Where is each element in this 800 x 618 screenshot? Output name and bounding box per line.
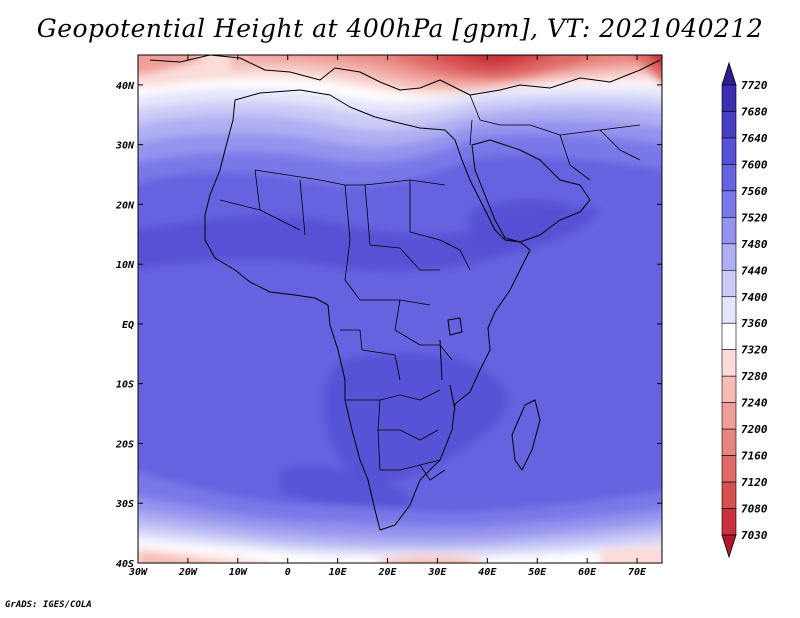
- y-axis: 40S 30S 20S 10S EQ 10N 20N 30N 40N: [115, 81, 662, 570]
- europe-coastline: [149, 55, 661, 96]
- colorbar-label: 7120: [741, 476, 768, 489]
- colorbar-label: 7640: [741, 132, 768, 145]
- colorbar-label: 7280: [741, 370, 768, 383]
- colorbar-label: 7160: [741, 450, 768, 463]
- colorbar-label: 7320: [741, 344, 768, 357]
- coastlines-and-borders: [149, 55, 661, 531]
- colorbar-label: 7200: [741, 423, 768, 436]
- chart-title: Geopotential Height at 400hPa [gpm], VT:…: [36, 14, 764, 43]
- y-tick-label: 40N: [116, 81, 135, 92]
- colorbar-label: 7080: [741, 503, 768, 516]
- colorbar-label: 7600: [741, 158, 768, 171]
- colorbar-swatch: [721, 402, 737, 430]
- y-tick-label: EQ: [122, 320, 134, 331]
- plot-frame: [137, 54, 663, 564]
- colorbar-swatch: [721, 84, 737, 112]
- colorbar-label: 7030: [741, 529, 768, 542]
- colorbar-label: 7680: [741, 105, 768, 118]
- x-tick-label: 60E: [578, 567, 597, 578]
- colorbar-swatch: [721, 111, 737, 139]
- colorbar-swatch: [721, 164, 737, 192]
- colorbar-swatch: [721, 269, 737, 298]
- y-tick-label: 10N: [116, 260, 135, 271]
- colorbar-label: 7520: [741, 211, 768, 224]
- y-tick-label: 40S: [116, 559, 134, 570]
- madagascar-coastline: [511, 399, 541, 471]
- africa-coastline: [204, 89, 531, 531]
- colorbar-swatch: [721, 217, 737, 245]
- y-tick-label: 30S: [115, 499, 134, 510]
- x-tick-label: 10W: [229, 567, 248, 578]
- x-tick-label: 50E: [528, 567, 547, 578]
- x-tick-label: 30E: [427, 567, 447, 578]
- colorbar-swatch: [721, 296, 737, 324]
- colorbar-label: 7480: [741, 238, 768, 251]
- colorbar-min-arrow: [721, 534, 737, 559]
- colorbar-label: 7720: [741, 79, 768, 92]
- y-tick-label: 20S: [115, 439, 134, 450]
- y-tick-label: 20N: [115, 200, 135, 211]
- height-field-shading: [138, 55, 662, 563]
- colorbar-swatch: [721, 243, 737, 271]
- colorbar-label: 7400: [741, 291, 768, 304]
- colorbar: 7030 7080 7120 7160 7200 7240 7280 7320 7360 7400…: [721, 61, 768, 559]
- colorbar-label: 7560: [741, 185, 768, 198]
- colorbar-swatch: [721, 190, 737, 218]
- x-tick-label: 20W: [178, 567, 198, 578]
- colorbar-label: 7240: [741, 397, 768, 410]
- colorbar-label: 7440: [741, 264, 768, 277]
- y-tick-label: 30N: [115, 141, 135, 152]
- colorbar-swatch: [721, 375, 737, 403]
- x-tick-label: 10E: [329, 567, 348, 578]
- lake-tanganyika: [439, 339, 443, 381]
- colorbar-swatch: [721, 428, 737, 456]
- colorbar-swatch: [721, 349, 737, 377]
- y-tick-label: 10S: [116, 380, 134, 391]
- colorbar-label: 7360: [741, 317, 768, 330]
- x-axis: 30W 20W 10W 0 10E 20E 30E 40E 50E 60E 70E: [128, 55, 647, 578]
- colorbar-swatch: [721, 455, 737, 483]
- colorbar-max-arrow: [721, 61, 737, 86]
- colorbar-swatch: [721, 508, 737, 536]
- colorbar-swatch: [721, 481, 737, 509]
- x-tick-label: 70E: [628, 567, 647, 578]
- x-tick-label: 40E: [478, 567, 497, 578]
- lake-malawi: [449, 384, 456, 411]
- x-tick-label: 20E: [377, 567, 397, 578]
- colorbar-swatch: [721, 137, 737, 165]
- colorbar-swatch: [721, 322, 737, 351]
- lake-victoria: [447, 317, 463, 336]
- x-tick-label: 0: [285, 567, 291, 578]
- x-tick-label: 30W: [128, 567, 148, 578]
- arabia-coastline: [471, 139, 591, 243]
- footer-credit: GrADS: IGES/COLA: [5, 600, 92, 610]
